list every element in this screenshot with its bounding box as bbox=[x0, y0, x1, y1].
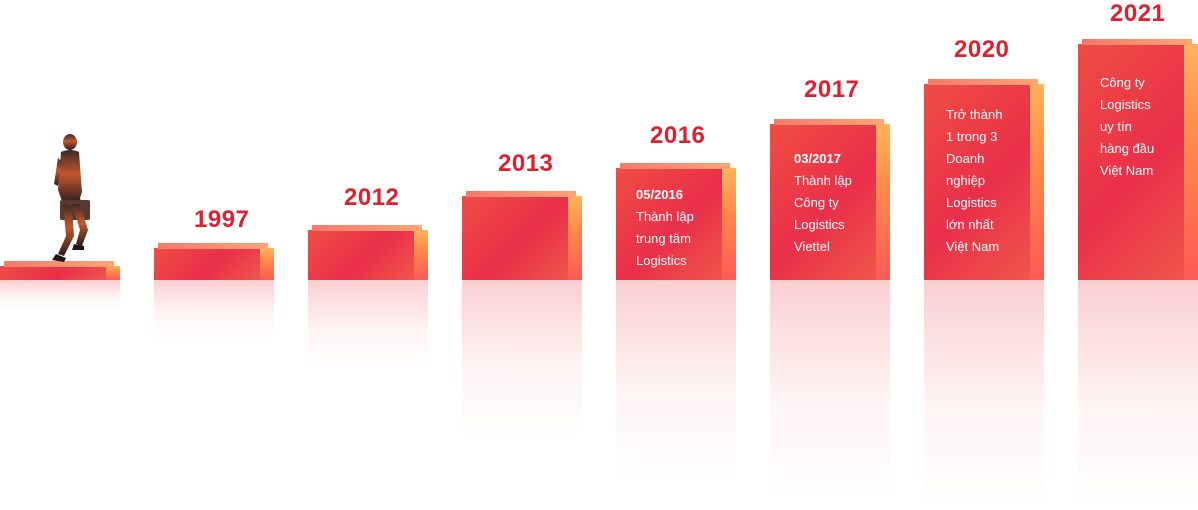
milestone-text-2016: 05/2016 Thành lập trung tâm Logistics bbox=[636, 184, 694, 272]
milestone-text-2020: Trở thành 1 trong 3 Doanh nghiệp Logisti… bbox=[946, 104, 1002, 258]
timeline-step-2012 bbox=[308, 225, 428, 370]
milestone-line: Trở thành bbox=[946, 107, 1003, 122]
milestone-line: lớn nhất bbox=[946, 217, 994, 232]
start-platform bbox=[0, 261, 120, 310]
milestone-line: Logistics bbox=[794, 217, 845, 232]
milestone-line: 1 trong 3 bbox=[946, 129, 998, 144]
milestone-date: 03/2017 bbox=[794, 151, 841, 166]
milestone-line: Viettel bbox=[794, 239, 830, 254]
milestone-line: Logistics bbox=[1100, 97, 1151, 112]
year-label-1997: 1997 bbox=[194, 206, 250, 233]
year-label-2020: 2020 bbox=[954, 36, 1010, 63]
timeline-step-2016 bbox=[616, 163, 736, 480]
milestone-text-2021: Công ty Logistics uy tín hàng đầu Việt N… bbox=[1100, 72, 1154, 182]
year-label-2017: 2017 bbox=[804, 76, 860, 103]
milestone-line: hàng đầu bbox=[1100, 141, 1155, 156]
timeline-step-2017 bbox=[770, 119, 890, 500]
year-label-2012: 2012 bbox=[344, 184, 400, 211]
timeline-step-1997 bbox=[154, 243, 274, 340]
milestone-line: trung tâm bbox=[636, 231, 691, 246]
year-label-2021: 2021 bbox=[1110, 0, 1166, 27]
year-label-2016: 2016 bbox=[650, 122, 706, 149]
milestone-line: Việt Nam bbox=[946, 239, 1000, 254]
milestone-line: Logistics bbox=[636, 253, 687, 268]
milestone-line: uy tín bbox=[1100, 119, 1132, 134]
milestone-line: Thành lập bbox=[794, 173, 852, 188]
milestone-line: Doanh bbox=[946, 151, 985, 166]
milestone-line: Công ty bbox=[1100, 75, 1145, 90]
milestone-line: Công ty bbox=[794, 195, 839, 210]
milestone-line: nghiệp bbox=[946, 173, 986, 188]
milestone-line: Việt Nam bbox=[1100, 163, 1154, 178]
timeline-step-2021 bbox=[1078, 39, 1198, 510]
year-label-2013: 2013 bbox=[498, 150, 554, 177]
timeline-step-2020 bbox=[924, 79, 1044, 510]
milestone-line: Thành lập bbox=[636, 209, 694, 224]
businessman-walking-icon bbox=[52, 134, 90, 262]
timeline-step-2013 bbox=[462, 191, 582, 440]
milestone-date: 05/2016 bbox=[636, 187, 683, 202]
milestone-line: Logistics bbox=[946, 195, 997, 210]
milestone-text-2017: 03/2017 Thành lập Công ty Logistics Viet… bbox=[794, 148, 852, 258]
